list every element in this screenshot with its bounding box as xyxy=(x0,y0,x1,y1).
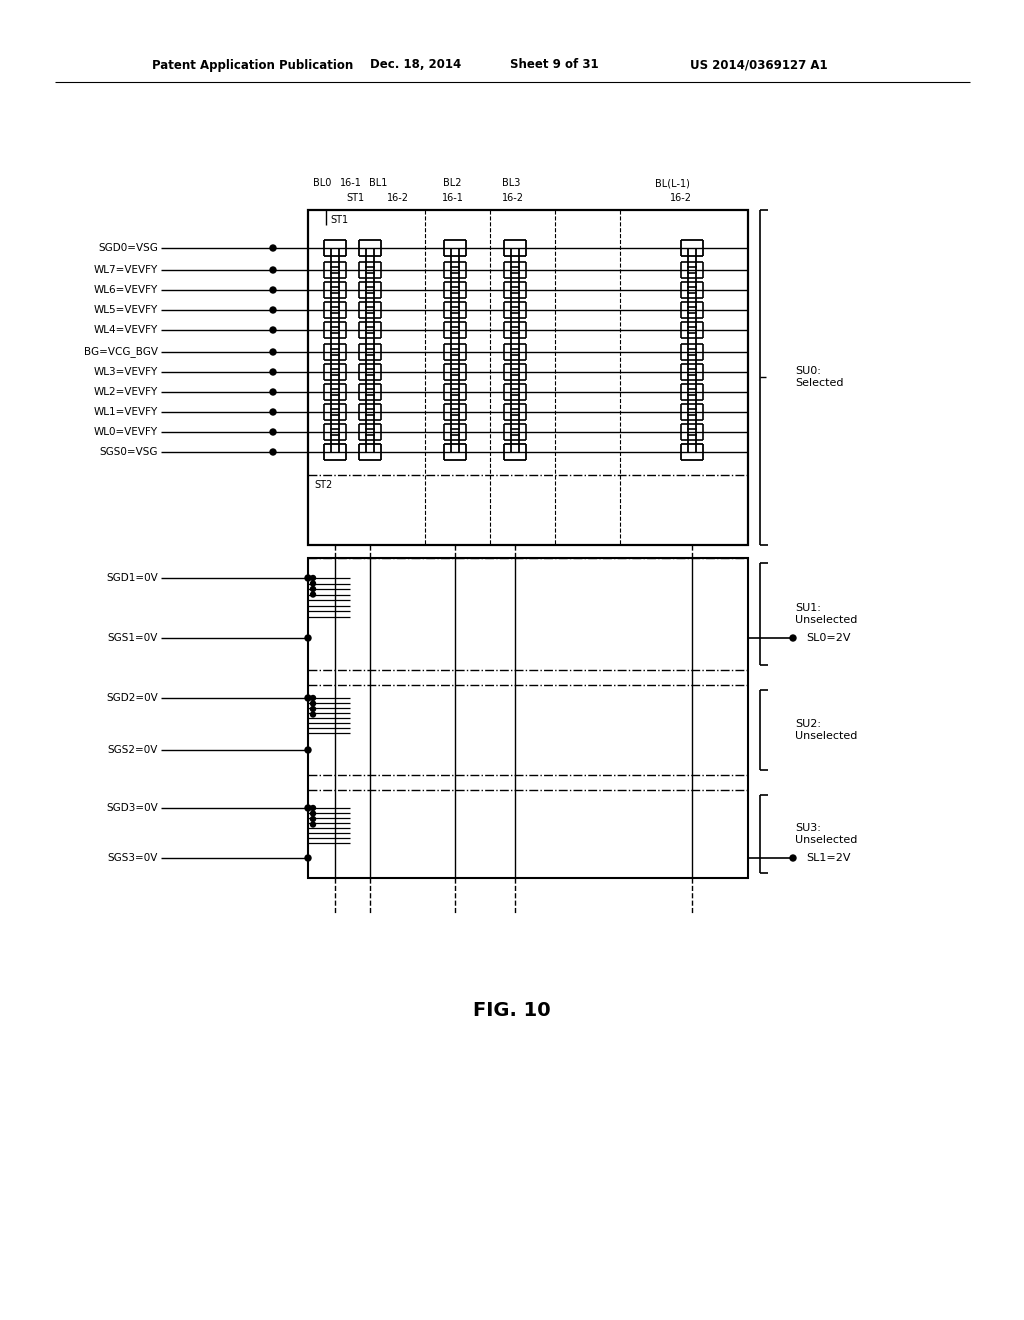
Bar xyxy=(308,210,748,545)
Text: 16-2: 16-2 xyxy=(387,193,409,203)
Text: SU1:
Unselected: SU1: Unselected xyxy=(795,603,857,624)
Text: SGD1=0V: SGD1=0V xyxy=(106,573,158,583)
Text: Dec. 18, 2014: Dec. 18, 2014 xyxy=(370,58,461,71)
Circle shape xyxy=(310,711,315,717)
Circle shape xyxy=(310,822,315,828)
Circle shape xyxy=(305,855,311,861)
Circle shape xyxy=(270,267,276,273)
Circle shape xyxy=(270,286,276,293)
Text: 16-1: 16-1 xyxy=(340,178,361,187)
Text: BL2: BL2 xyxy=(442,178,461,187)
Text: ST2: ST2 xyxy=(314,480,332,490)
Circle shape xyxy=(270,389,276,395)
Circle shape xyxy=(270,449,276,455)
Text: SGD2=0V: SGD2=0V xyxy=(106,693,158,704)
Text: WL6=VEVFY: WL6=VEVFY xyxy=(94,285,158,294)
Circle shape xyxy=(310,706,315,711)
Circle shape xyxy=(270,246,276,251)
Text: US 2014/0369127 A1: US 2014/0369127 A1 xyxy=(690,58,827,71)
Circle shape xyxy=(790,855,796,861)
Circle shape xyxy=(270,348,276,355)
Circle shape xyxy=(310,805,315,810)
Circle shape xyxy=(310,701,315,706)
Text: WL7=VEVFY: WL7=VEVFY xyxy=(94,265,158,275)
Circle shape xyxy=(310,696,315,701)
Bar xyxy=(308,558,748,878)
Text: WL0=VEVFY: WL0=VEVFY xyxy=(94,426,158,437)
Circle shape xyxy=(310,576,315,581)
Circle shape xyxy=(305,747,311,752)
Text: ST1: ST1 xyxy=(346,193,365,203)
Circle shape xyxy=(310,591,315,597)
Text: FIG. 10: FIG. 10 xyxy=(473,1001,551,1019)
Text: BL1: BL1 xyxy=(369,178,387,187)
Circle shape xyxy=(270,370,276,375)
Text: SGS0=VSG: SGS0=VSG xyxy=(99,447,158,457)
Circle shape xyxy=(310,581,315,586)
Text: SU0:
Selected: SU0: Selected xyxy=(795,366,844,388)
Text: 16-2: 16-2 xyxy=(502,193,524,203)
Text: ST1: ST1 xyxy=(330,215,348,224)
Text: SGS1=0V: SGS1=0V xyxy=(108,634,158,643)
Text: SU3:
Unselected: SU3: Unselected xyxy=(795,824,857,845)
Text: SGD0=VSG: SGD0=VSG xyxy=(98,243,158,253)
Circle shape xyxy=(305,696,311,701)
Text: BL(L-1): BL(L-1) xyxy=(654,178,689,187)
Text: BL3: BL3 xyxy=(502,178,520,187)
Circle shape xyxy=(305,576,311,581)
Circle shape xyxy=(310,586,315,591)
Circle shape xyxy=(305,805,311,810)
Text: 16-1: 16-1 xyxy=(442,193,464,203)
Text: WL1=VEVFY: WL1=VEVFY xyxy=(94,407,158,417)
Text: BG=VCG_BGV: BG=VCG_BGV xyxy=(84,347,158,358)
Text: SU2:
Unselected: SU2: Unselected xyxy=(795,719,857,741)
Text: Patent Application Publication: Patent Application Publication xyxy=(152,58,353,71)
Circle shape xyxy=(305,635,311,642)
Text: BL0: BL0 xyxy=(312,178,331,187)
Circle shape xyxy=(270,308,276,313)
Text: WL5=VEVFY: WL5=VEVFY xyxy=(94,305,158,315)
Circle shape xyxy=(790,635,796,642)
Circle shape xyxy=(270,409,276,414)
Text: SGS3=0V: SGS3=0V xyxy=(108,853,158,863)
Text: WL4=VEVFY: WL4=VEVFY xyxy=(94,325,158,335)
Circle shape xyxy=(310,810,315,816)
Circle shape xyxy=(270,429,276,436)
Circle shape xyxy=(270,327,276,333)
Text: WL3=VEVFY: WL3=VEVFY xyxy=(94,367,158,378)
Text: SL1=2V: SL1=2V xyxy=(806,853,851,863)
Text: WL2=VEVFY: WL2=VEVFY xyxy=(94,387,158,397)
Text: 16-2: 16-2 xyxy=(670,193,692,203)
Text: SGD3=0V: SGD3=0V xyxy=(106,803,158,813)
Text: SGS2=0V: SGS2=0V xyxy=(108,744,158,755)
Circle shape xyxy=(310,817,315,821)
Text: SL0=2V: SL0=2V xyxy=(806,634,851,643)
Text: Sheet 9 of 31: Sheet 9 of 31 xyxy=(510,58,599,71)
